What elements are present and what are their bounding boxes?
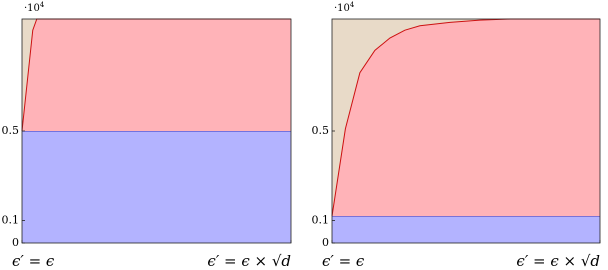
multiplier-exponent: 4 (350, 1, 355, 9)
y-tick-label: 0.5 (312, 124, 330, 137)
multiplier-exponent: 4 (40, 1, 45, 9)
area (22, 131, 291, 243)
x-tick-label: ϵ′ = ϵ × √d (207, 252, 291, 270)
area-line (331, 18, 600, 217)
y-tick-label: 0.1 (2, 214, 20, 227)
y-tick-label: 0 (12, 236, 19, 249)
area (332, 19, 600, 217)
x-tick-label: ϵ′ = ϵ × √d (516, 252, 600, 270)
area (332, 216, 600, 243)
multiplier-base: ·10 (334, 3, 350, 14)
multiplier-base: ·10 (24, 3, 40, 14)
x-tick-label: ϵ′ = ϵ (322, 252, 365, 270)
y-tick-label: 0 (322, 236, 329, 249)
area (22, 19, 291, 131)
axis-multiplier: ·104 (334, 1, 355, 14)
y-tick-label: 0.1 (312, 214, 330, 227)
y-tick-label: 0.5 (2, 124, 20, 137)
axis-multiplier: ·104 (24, 1, 45, 14)
x-tick-label: ϵ′ = ϵ (12, 252, 55, 270)
